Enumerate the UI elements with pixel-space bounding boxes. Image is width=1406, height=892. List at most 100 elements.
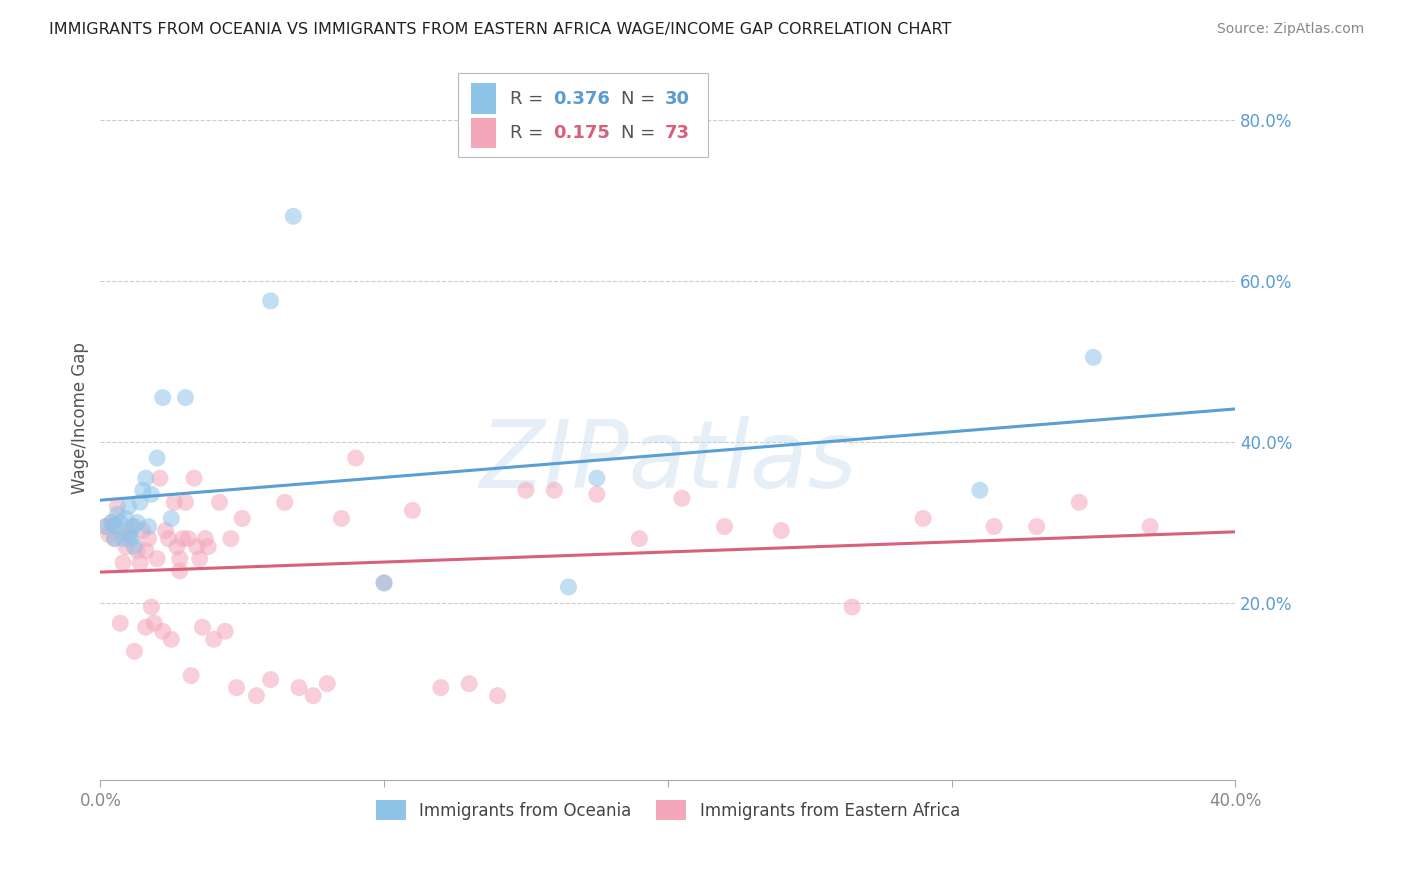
Point	[135, 471, 157, 485]
Point	[103, 532, 125, 546]
Point	[132, 483, 155, 498]
Point	[121, 519, 143, 533]
Point	[138, 519, 160, 533]
Point	[259, 673, 281, 687]
Point	[288, 681, 311, 695]
Point	[1025, 519, 1047, 533]
Point	[118, 500, 141, 514]
Point	[127, 516, 149, 530]
Point	[108, 616, 131, 631]
Text: N =: N =	[621, 124, 661, 142]
Text: ZIPatlas: ZIPatlas	[479, 416, 856, 507]
Point	[1069, 495, 1091, 509]
Point	[132, 524, 155, 538]
Point	[430, 681, 453, 695]
Point	[1139, 519, 1161, 533]
Point	[841, 600, 863, 615]
Bar	[471, 118, 496, 148]
Point	[186, 540, 208, 554]
Point	[983, 519, 1005, 533]
Point	[302, 689, 325, 703]
FancyBboxPatch shape	[458, 73, 707, 157]
Point	[177, 532, 200, 546]
Point	[100, 516, 122, 530]
Point	[115, 511, 138, 525]
Point	[152, 391, 174, 405]
Point	[316, 676, 339, 690]
Point	[138, 532, 160, 546]
Text: 73: 73	[665, 124, 689, 142]
Point	[671, 491, 693, 506]
Point	[163, 495, 186, 509]
Point	[197, 540, 219, 554]
Point	[94, 519, 117, 533]
Point	[141, 487, 163, 501]
Point	[160, 632, 183, 647]
Point	[100, 516, 122, 530]
Point	[166, 540, 188, 554]
Point	[180, 668, 202, 682]
Point	[118, 532, 141, 546]
Text: Source: ZipAtlas.com: Source: ZipAtlas.com	[1216, 22, 1364, 37]
Point	[157, 532, 180, 546]
Point	[155, 524, 177, 538]
Point	[515, 483, 537, 498]
Point	[194, 532, 217, 546]
Point	[259, 293, 281, 308]
Point	[143, 616, 166, 631]
Text: 0.376: 0.376	[553, 90, 610, 108]
Text: R =: R =	[510, 90, 548, 108]
Point	[112, 532, 135, 546]
Point	[543, 483, 565, 498]
Point	[231, 511, 253, 525]
Point	[129, 495, 152, 509]
Point	[112, 556, 135, 570]
Point	[160, 511, 183, 525]
Point	[103, 532, 125, 546]
Point	[713, 519, 735, 533]
Point	[152, 624, 174, 639]
Point	[118, 527, 141, 541]
Point	[628, 532, 651, 546]
Point	[118, 527, 141, 541]
Point	[108, 516, 131, 530]
Point	[586, 471, 609, 485]
Point	[124, 540, 146, 554]
Legend: Immigrants from Oceania, Immigrants from Eastern Africa: Immigrants from Oceania, Immigrants from…	[368, 794, 966, 826]
Point	[97, 527, 120, 541]
Point	[135, 620, 157, 634]
Point	[124, 644, 146, 658]
Point	[94, 519, 117, 533]
Point	[146, 551, 169, 566]
Point	[103, 519, 125, 533]
Point	[586, 487, 609, 501]
Point	[129, 556, 152, 570]
Point	[912, 511, 935, 525]
Point	[401, 503, 423, 517]
Point	[105, 508, 128, 522]
Point	[214, 624, 236, 639]
Point	[124, 519, 146, 533]
Point	[373, 575, 395, 590]
Point	[219, 532, 242, 546]
Text: IMMIGRANTS FROM OCEANIA VS IMMIGRANTS FROM EASTERN AFRICA WAGE/INCOME GAP CORREL: IMMIGRANTS FROM OCEANIA VS IMMIGRANTS FR…	[49, 22, 952, 37]
Bar	[471, 84, 496, 114]
Point	[149, 471, 172, 485]
Point	[115, 540, 138, 554]
Point	[174, 495, 197, 509]
Point	[188, 551, 211, 566]
Point	[486, 689, 509, 703]
Point	[183, 471, 205, 485]
Text: R =: R =	[510, 124, 548, 142]
Point	[557, 580, 579, 594]
Point	[225, 681, 247, 695]
Point	[458, 676, 481, 690]
Point	[274, 495, 297, 509]
Point	[174, 391, 197, 405]
Text: N =: N =	[621, 90, 661, 108]
Point	[770, 524, 793, 538]
Y-axis label: Wage/Income Gap: Wage/Income Gap	[72, 342, 89, 493]
Point	[191, 620, 214, 634]
Point	[373, 575, 395, 590]
Point	[146, 450, 169, 465]
